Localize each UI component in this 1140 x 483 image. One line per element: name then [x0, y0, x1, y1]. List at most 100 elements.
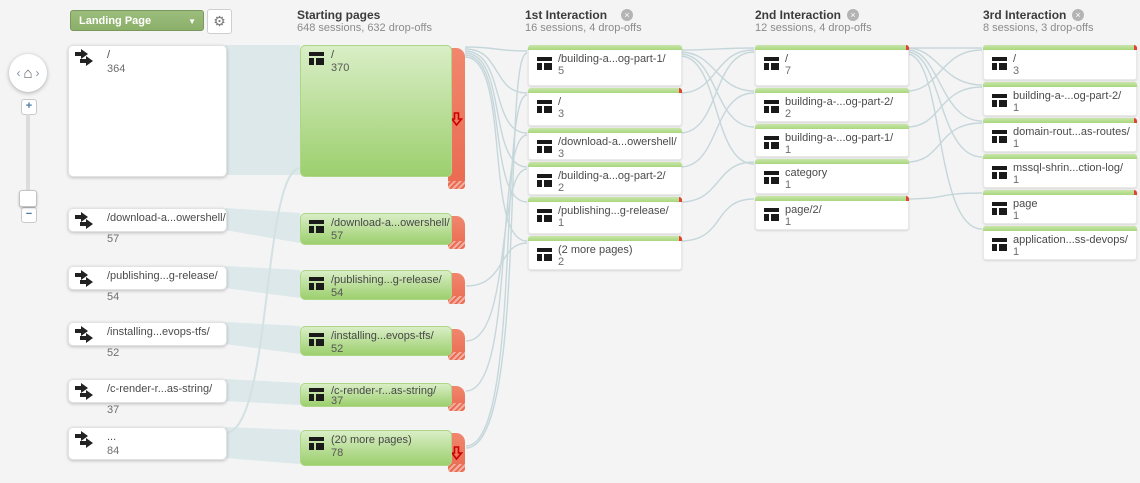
dropoff-sliver — [906, 45, 909, 50]
landing-node[interactable]: ... 84 — [68, 427, 227, 460]
dropoff-tab[interactable] — [448, 386, 465, 411]
node-label: /building-a...og-part-1/ — [558, 53, 666, 65]
interaction1-node[interactable]: /building-a...og-part-1/ 5 — [528, 45, 682, 86]
interaction1-node[interactable]: /download-a...owershell/ 3 — [528, 128, 682, 160]
interaction3-node[interactable]: mssql-shrin...ction-log/ 1 — [983, 154, 1137, 188]
interaction1-node[interactable]: /building-a...og-part-2/ 2 — [528, 162, 682, 195]
node-label: / — [785, 53, 789, 65]
continue-bar — [983, 154, 1137, 159]
node-label: building-a-...og-part-2/ — [1013, 90, 1122, 102]
interaction1-node[interactable]: / 3 — [528, 88, 682, 126]
zoom-slider-track[interactable] — [26, 114, 30, 192]
node-count: 84 — [107, 445, 120, 457]
node-count: 1 — [1013, 138, 1020, 150]
close-icon[interactable]: × — [847, 9, 859, 21]
landing-node[interactable]: /installing...evops-tfs/ 52 — [68, 322, 227, 359]
interaction2-node[interactable]: building-a-...og-part-1/ 1 — [755, 124, 909, 157]
interaction3-node[interactable]: domain-rout...as-routes/ 1 — [983, 118, 1137, 152]
page-icon — [764, 171, 779, 189]
dropoff-tab[interactable] — [448, 433, 465, 472]
node-label: ... — [107, 431, 117, 443]
home-icon[interactable]: ⌂ — [23, 64, 33, 82]
pan-right-icon[interactable]: › — [35, 66, 40, 80]
page-icon — [764, 57, 779, 75]
close-icon[interactable]: × — [621, 9, 633, 21]
continue-bar — [755, 124, 909, 129]
dropoff-sliver — [679, 236, 682, 241]
dropoff-tab[interactable] — [448, 273, 465, 304]
interaction3-node[interactable]: page 1 — [983, 190, 1137, 224]
interaction1-node[interactable]: (2 more pages) 2 — [528, 236, 682, 270]
landing-node[interactable]: /download-a...owershell/ 57 — [68, 208, 227, 245]
dropoff-tab[interactable] — [448, 216, 465, 249]
minus-icon: − — [25, 208, 33, 220]
interaction2-node[interactable]: category 1 — [755, 159, 909, 194]
node-count: 1 — [785, 216, 792, 228]
node-label: / — [331, 49, 335, 61]
node-label: /c-render-r...as-string/ — [331, 385, 437, 397]
column-title: 1st Interaction — [525, 8, 608, 22]
landing-node[interactable]: / 364 — [68, 45, 227, 177]
node-label: building-a-...og-part-1/ — [785, 132, 894, 144]
column-title: 3rd Interaction — [983, 8, 1067, 22]
interaction2-node[interactable]: building-a-...og-part-2/ 2 — [755, 88, 909, 122]
pan-control[interactable]: ‹ ⌂ › — [9, 54, 47, 92]
node-count: 3 — [558, 108, 565, 120]
settings-button[interactable]: ⚙ — [207, 9, 232, 34]
dropoff-sliver — [1134, 118, 1137, 123]
plus-icon: + — [25, 100, 33, 112]
page-icon — [992, 94, 1007, 112]
landing-node[interactable]: /publishing...g-release/ 54 — [68, 266, 227, 303]
pan-left-icon[interactable]: ‹ — [16, 66, 21, 80]
dropoff-tab[interactable] — [448, 48, 465, 189]
node-count: 1 — [1013, 246, 1020, 258]
entry-arrow-icon — [75, 431, 94, 448]
starting-page-node[interactable]: /c-render-r...as-string/ 37 — [300, 383, 452, 407]
dropoff-sliver — [906, 196, 909, 201]
node-count: 2 — [785, 108, 792, 120]
page-icon — [992, 57, 1007, 75]
entry-arrow-icon — [75, 49, 94, 66]
column-header-2nd-interaction: 2nd Interaction 12 sessions, 4 drop-offs — [755, 8, 872, 35]
node-label: page — [1013, 198, 1038, 210]
column-header-3rd-interaction: 3rd Interaction 8 sessions, 3 drop-offs — [983, 8, 1093, 35]
page-icon — [992, 166, 1007, 184]
page-icon — [992, 202, 1007, 220]
interaction2-node[interactable]: / 7 — [755, 45, 909, 86]
node-count: 7 — [785, 65, 792, 77]
dropoff-tab[interactable] — [448, 329, 465, 360]
starting-page-node[interactable]: / 370 — [300, 45, 452, 177]
node-count: 2 — [558, 256, 565, 268]
starting-page-node[interactable]: /publishing...g-release/ 54 — [300, 270, 452, 300]
node-label: /installing...evops-tfs/ — [107, 326, 210, 338]
dropoff-sliver — [1134, 190, 1137, 195]
zoom-out-button[interactable]: − — [21, 207, 37, 223]
column-title: 2nd Interaction — [755, 8, 842, 22]
dropoff-sliver — [1134, 45, 1137, 50]
close-icon[interactable]: × — [1072, 9, 1084, 21]
dimension-dropdown[interactable]: Landing Page ▼ — [70, 10, 204, 31]
landing-node[interactable]: /c-render-r...as-string/ 37 — [68, 379, 227, 416]
page-icon — [309, 333, 324, 351]
node-count: 3 — [1013, 65, 1020, 77]
node-count: 57 — [107, 233, 120, 245]
entry-arrow-icon — [75, 212, 94, 229]
column-header-1st-interaction: 1st Interaction 16 sessions, 4 drop-offs — [525, 8, 642, 35]
starting-page-node[interactable]: /download-a...owershell/ 57 — [300, 213, 452, 245]
entry-arrow-icon — [75, 326, 94, 343]
entry-arrow-icon — [75, 270, 94, 287]
continue-bar — [983, 82, 1137, 87]
interaction3-node[interactable]: application...ss-devops/ 1 — [983, 226, 1137, 260]
page-icon — [764, 100, 779, 118]
starting-page-node[interactable]: /installing...evops-tfs/ 52 — [300, 326, 452, 356]
zoom-in-button[interactable]: + — [21, 99, 37, 115]
zoom-slider-handle[interactable] — [19, 190, 37, 207]
node-count: 54 — [107, 291, 120, 303]
starting-page-node[interactable]: (20 more pages) 78 — [300, 430, 452, 466]
page-icon — [537, 174, 552, 192]
interaction3-node[interactable]: / 3 — [983, 45, 1137, 80]
interaction2-node[interactable]: page/2/ 1 — [755, 196, 909, 230]
interaction1-node[interactable]: /publishing...g-release/ 1 — [528, 197, 682, 234]
interaction3-node[interactable]: building-a-...og-part-2/ 1 — [983, 82, 1137, 116]
node-count: 5 — [558, 65, 565, 77]
